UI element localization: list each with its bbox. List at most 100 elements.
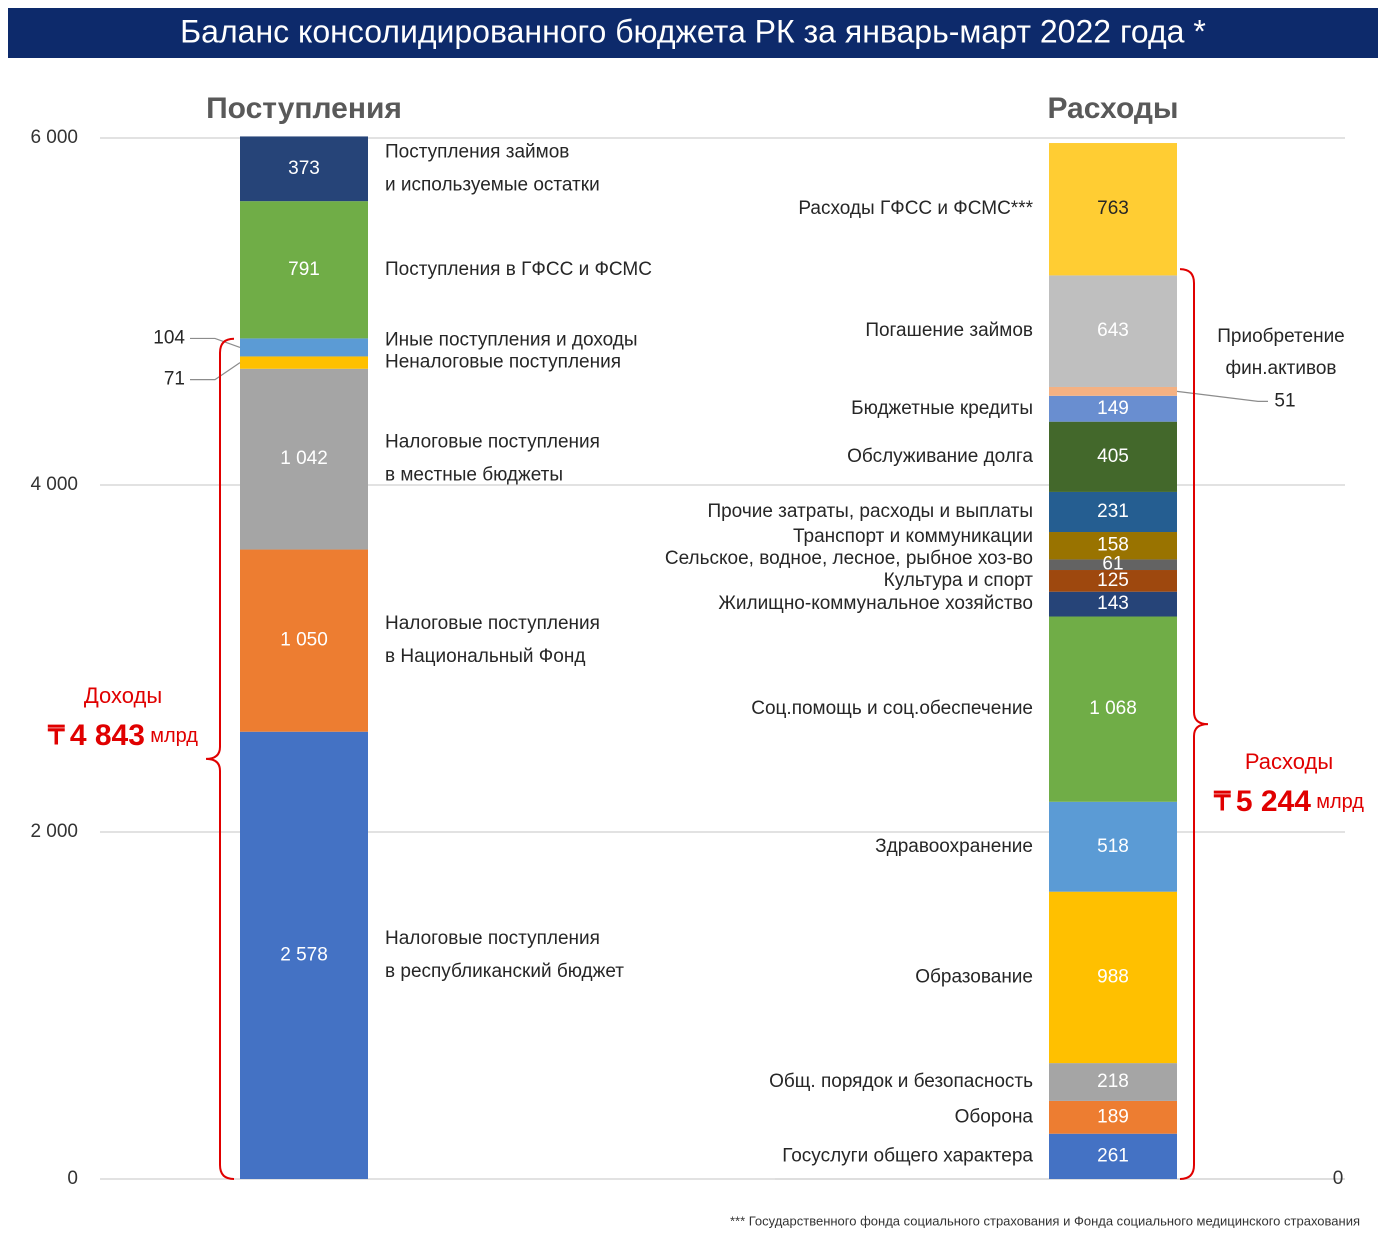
bar-segment [1049,491,1177,533]
bar-segment [240,356,368,369]
value-label: 143 [1097,593,1129,614]
y-tick-label: 6 000 [30,127,78,148]
annotation: Приобретение [1217,326,1345,347]
bar-segment [1049,591,1177,617]
unit: млрд [1316,791,1364,813]
bracket-label: Доходы [84,683,162,708]
value-label: 1 050 [280,630,328,651]
category-label: Налоговые поступления [385,613,600,634]
y-tick-label: 4 000 [30,474,78,495]
category-label: Погашение займов [865,320,1033,341]
category-label: Образование [915,966,1033,987]
unit: млрд [150,725,198,747]
category-label: Иные поступления и доходы [385,330,638,351]
bar-segment [1049,532,1177,560]
leader-line [190,337,241,348]
chart-title: Расходы [1047,92,1178,125]
value-label: 1 042 [280,448,328,469]
bar-segment [1049,421,1177,492]
bracket-total: ₸ 5 244 млрд [1213,785,1364,818]
total-value: 5 244 [1236,785,1311,818]
bar-segment [1049,395,1177,422]
value-label: 104 [153,327,185,348]
value-label: 2 578 [280,944,328,965]
value-label: 791 [288,259,320,280]
value-label: 1 068 [1089,698,1137,719]
category-label: Транспорт и коммуникации [793,526,1033,547]
bar-segment [1049,891,1177,1064]
bar-segment [1049,801,1177,892]
bar-segment [1049,1133,1177,1179]
bar-segment [240,201,368,339]
value-label: 643 [1097,320,1129,341]
bars [100,136,1345,1180]
value-label: 231 [1097,501,1129,522]
category-label: Поступления в ГФСС и ФСМС [385,259,652,280]
category-label: Жилищно-коммунальное хозяйство [718,593,1033,614]
value-label: 125 [1097,570,1129,591]
bar-segment [1049,143,1177,276]
leader-line [1176,390,1268,402]
page-title: Баланс консолидированного бюджета РК за … [180,13,1206,49]
bracket [205,337,235,1180]
category-label: Бюджетные кредиты [851,398,1033,419]
category-label: Госуслуги общего характера [782,1145,1033,1166]
total-value: 4 843 [70,719,145,752]
value-label: 149 [1097,398,1129,419]
chart-title: Поступления [206,92,402,125]
value-label: 373 [288,158,320,179]
bar-segment [240,136,368,202]
category-label: и используемые остатки [385,174,600,195]
bracket [1179,268,1209,1180]
category-label: в республиканский бюджет [385,961,624,982]
y-tick-label: 2 000 [30,821,78,842]
leader-line [190,362,241,381]
category-label: Расходы ГФСС и ФСМС*** [798,198,1033,219]
bar-segment [1049,559,1177,571]
category-label: в Национальный Фонд [385,646,585,667]
category-label: Поступления займов [385,141,569,162]
bar-segment [240,368,368,550]
value-label: 158 [1097,535,1129,556]
value-label: 218 [1097,1071,1129,1092]
bar-segment [240,549,368,732]
bar-segment [240,338,368,357]
bar-segment [1049,570,1177,592]
bar-segment [1049,275,1177,387]
currency: ₸ [47,720,65,750]
value-label: 61 [1102,554,1123,575]
category-label: Налоговые поступления [385,928,600,949]
category-label: Общ. порядок и безопасность [769,1071,1033,1092]
annotation: фин.активов [1226,358,1337,379]
category-label: в местные бюджеты [385,465,563,486]
category-label: Сельское, водное, лесное, рыбное хоз-во [665,548,1033,569]
category-label: Здравоохранение [875,836,1033,857]
value-label: 518 [1097,836,1129,857]
value-label: 71 [164,369,185,390]
footnote: *** Государственного фонда социального с… [730,1213,1360,1228]
category-label: Обслуживание долга [847,446,1033,467]
category-label: Культура и спорт [884,570,1034,591]
category-label: Неналоговые поступления [385,352,621,373]
category-label: Оборона [955,1106,1034,1127]
category-label: Прочие затраты, расходы и выплаты [707,501,1033,522]
bar-segment [1049,1100,1177,1134]
value-label: 261 [1097,1145,1129,1166]
value-label: 405 [1097,446,1129,467]
category-label: Налоговые поступления [385,432,600,453]
bracket-total: ₸ 4 843 млрд [47,719,198,752]
value-label: 763 [1097,198,1129,219]
bar-segment [1049,1063,1177,1101]
category-label: Соц.помощь и соц.обеспечение [751,698,1033,719]
title-bar [8,8,1378,58]
y-tick-label: 0 [1333,1168,1344,1189]
bar-segment [1049,616,1177,802]
value-label: 189 [1097,1106,1129,1127]
currency: ₸ [1213,786,1231,816]
value-label: 51 [1274,390,1295,411]
bracket-label: Расходы [1245,749,1333,774]
value-label: 988 [1097,966,1129,987]
bar-segment [1049,386,1177,396]
bar-segment [240,731,368,1179]
